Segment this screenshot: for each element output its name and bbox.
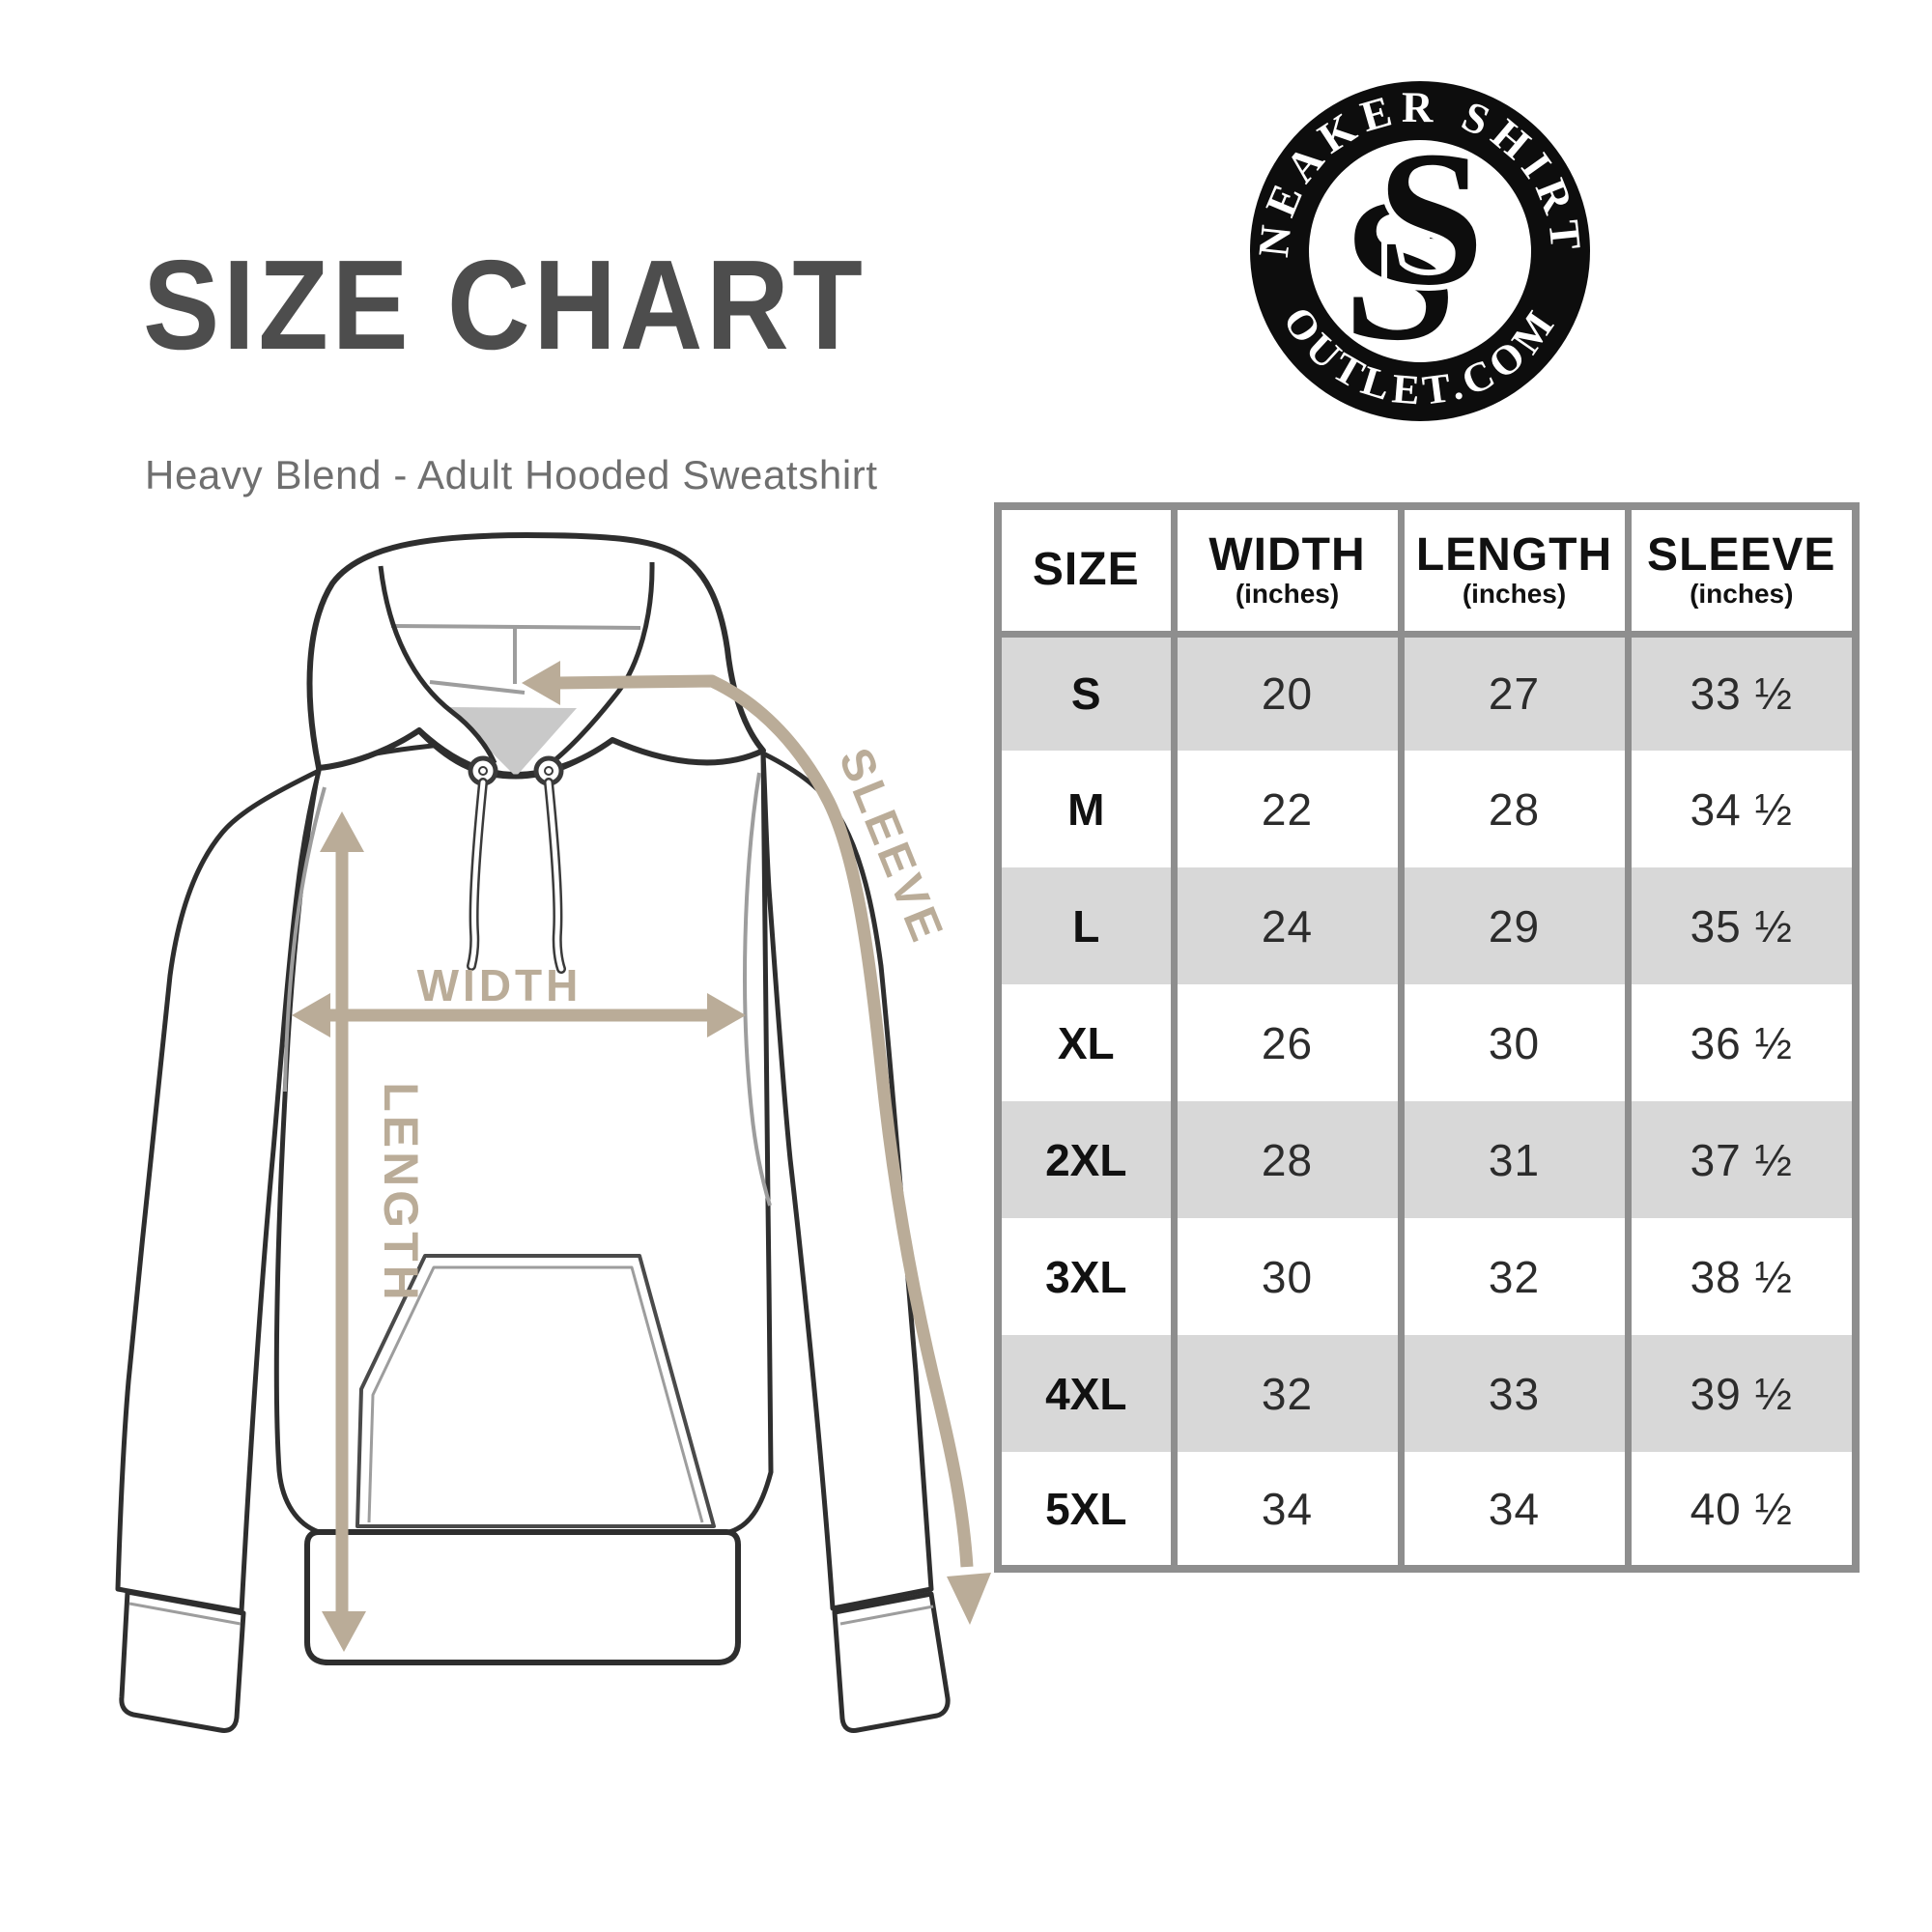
collar-neckline	[416, 728, 614, 780]
hoodie-left-armhole-seam	[283, 786, 327, 1093]
brand-logo: SNEAKER SHIRTS OUTLET.COM S S	[1236, 68, 1590, 421]
size-cell: 3XL	[1045, 1251, 1127, 1302]
table-row-l: L 24 29 35 ½	[998, 867, 1856, 984]
hoodie-left-cuff	[119, 1589, 246, 1733]
table-header-row: SIZE WIDTH (inches) LENGTH (inches) SLEEVE…	[998, 506, 1856, 638]
width-cell: 32	[1170, 1335, 1401, 1452]
size-cell: L	[1072, 900, 1100, 952]
column-header-width: WIDTH (inches)	[1170, 506, 1401, 638]
column-header-label: SLEEVE	[1647, 528, 1836, 581]
table-row-5xl: 5XL 34 34 40 ½	[998, 1452, 1856, 1569]
width-cell: 28	[1170, 1101, 1401, 1218]
hoodie-left-sleeve	[115, 768, 322, 1614]
hoodie-right-cuff	[832, 1591, 951, 1733]
width-cell: 24	[1170, 867, 1401, 984]
table-row-4xl: 4XL 32 33 39 ½	[998, 1335, 1856, 1452]
hood-interior-fold-line-top	[390, 624, 641, 630]
sleeve-cell: 39 ½	[1624, 1335, 1856, 1452]
length-cell: 28	[1397, 751, 1628, 867]
length-cell: 27	[1397, 634, 1628, 751]
drawstrings	[467, 778, 566, 974]
sleeve-cell: 33 ½	[1624, 634, 1856, 751]
logo-inner-circle	[1309, 140, 1531, 362]
sleeve-cell: 35 ½	[1624, 867, 1856, 984]
column-header-sleeve: SLEEVE (inches)	[1624, 506, 1856, 638]
hoodie-pocket-inner-seam	[367, 1265, 704, 1523]
table-row-m: M 22 28 34 ½	[998, 751, 1856, 867]
column-header-unit: (inches)	[1690, 579, 1794, 610]
column-header-unit: (inches)	[1462, 579, 1567, 610]
size-cell: S	[1070, 668, 1101, 720]
sleeve-cell: 38 ½	[1624, 1218, 1856, 1335]
arrowhead-right-icon	[707, 993, 746, 1037]
logo-monogram-front-s: S	[1377, 112, 1484, 326]
page-title: SIZE CHART	[143, 234, 867, 376]
column-header-label: LENGTH	[1415, 528, 1613, 581]
hood-interior-fold-line-bottom	[429, 680, 526, 695]
length-cell: 34	[1397, 1452, 1628, 1569]
length-cell: 31	[1397, 1101, 1628, 1218]
size-cell: 2XL	[1045, 1134, 1127, 1185]
length-measure-arrow	[320, 811, 366, 1652]
hoodie-right-armhole-seam	[743, 772, 772, 1207]
width-cell: 26	[1170, 984, 1401, 1101]
hoodie-right-cuff-seam	[839, 1605, 934, 1626]
arrowhead-down-icon	[322, 1611, 366, 1652]
hoodie-right-sleeve	[760, 751, 934, 1611]
size-chart-table: SIZE WIDTH (inches) LENGTH (inches) SLEEVE…	[994, 502, 1860, 1573]
length-cell: 30	[1397, 984, 1628, 1101]
page-subtitle: Heavy Blend - Adult Hooded Sweatshirt	[145, 452, 878, 497]
size-cell: XL	[1057, 1017, 1115, 1068]
size-cell: M	[1067, 783, 1105, 835]
width-cell: 20	[1170, 634, 1401, 751]
width-cell: 22	[1170, 751, 1401, 867]
hoodie-hem-band	[304, 1529, 741, 1665]
width-label: WIDTH	[417, 960, 582, 1010]
length-label: LENGTH	[374, 1082, 428, 1304]
table-row-s: S 20 27 33 ½	[998, 634, 1856, 751]
width-cell: 34	[1170, 1452, 1401, 1569]
hoodie-pocket	[355, 1254, 716, 1528]
column-header-label: WIDTH	[1208, 528, 1366, 581]
table-row-3xl: 3XL 30 32 38 ½	[998, 1218, 1856, 1335]
length-cell: 33	[1397, 1335, 1628, 1452]
arrowhead-left-icon	[522, 661, 560, 705]
sleeve-measure-arrow	[522, 661, 991, 1625]
width-measure-arrow	[292, 993, 746, 1037]
arrowhead-down-icon	[947, 1573, 991, 1625]
hoodie-body	[273, 735, 774, 1535]
column-header-length: LENGTH (inches)	[1397, 506, 1628, 638]
column-header-label: SIZE	[1032, 544, 1140, 596]
length-cell: 29	[1397, 867, 1628, 984]
length-cell: 32	[1397, 1218, 1628, 1335]
width-cell: 30	[1170, 1218, 1401, 1335]
column-header-unit: (inches)	[1235, 579, 1340, 610]
hoodie-chest-triangle	[446, 707, 577, 777]
hoodie-outline-drawing	[115, 532, 951, 1733]
arrowhead-left-icon	[292, 993, 330, 1037]
hood-opening-left-edge	[378, 565, 497, 765]
logo-monogram-back-s: S	[1343, 156, 1457, 383]
table-row-xl: XL 26 30 36 ½	[998, 984, 1856, 1101]
hoodie-left-cuff-seam	[128, 1602, 242, 1626]
column-header-size: SIZE	[998, 506, 1174, 638]
sleeve-cell: 37 ½	[1624, 1101, 1856, 1218]
size-cell: 4XL	[1045, 1368, 1127, 1419]
table-row-2xl: 2XL 28 31 37 ½	[998, 1101, 1856, 1218]
hood-opening-right-edge	[547, 561, 655, 767]
sleeve-cell: 34 ½	[1624, 751, 1856, 867]
size-cell: 5XL	[1045, 1483, 1127, 1534]
sleeve-cell: 36 ½	[1624, 984, 1856, 1101]
sleeve-cell: 40 ½	[1624, 1452, 1856, 1569]
arrowhead-up-icon	[320, 811, 364, 852]
